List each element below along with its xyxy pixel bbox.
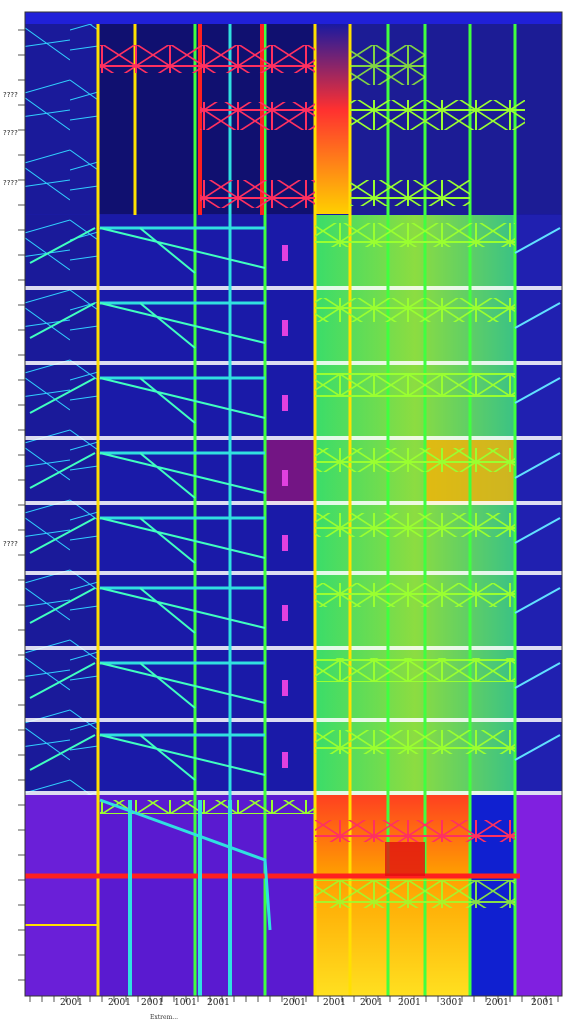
magenta-node: [282, 320, 288, 336]
diagonal-brace: [29, 227, 266, 274]
right-brace: [514, 452, 561, 479]
band-right: [515, 365, 562, 440]
band-left: [25, 215, 98, 290]
right-brace: [514, 302, 561, 329]
left-axis-label: ????: [3, 91, 18, 99]
band-left: [25, 290, 98, 365]
diagonal-brace: [29, 587, 266, 634]
band-separator: [25, 646, 562, 650]
green-truss-band: [315, 658, 515, 682]
green-truss-band: [315, 513, 515, 537]
band-right: [515, 650, 562, 722]
bottom-axis-label: 2001: [207, 998, 230, 1008]
green-truss-band: [315, 298, 515, 322]
right-brace: [514, 734, 561, 761]
bottom-axis-label: 2001: [60, 998, 83, 1008]
diagonal-brace: [29, 302, 266, 349]
green-truss-upper: [350, 100, 525, 130]
bottom-axis-label: 2001: [141, 998, 164, 1008]
region-upper-left: [25, 24, 98, 214]
right-brace: [514, 587, 561, 614]
diagonal-brace: [29, 377, 266, 424]
bottom-green-truss: [315, 880, 515, 908]
band-right: [515, 575, 562, 650]
green-truss-band: [315, 373, 515, 397]
bottom-axis-label: 2001: [360, 998, 383, 1008]
band-separator: [25, 361, 562, 365]
figure-caption: Extrem...: [150, 1014, 179, 1021]
band-left: [25, 722, 98, 795]
magenta-node: [282, 605, 288, 621]
band-separator: [25, 501, 562, 505]
green-truss-band: [315, 730, 515, 754]
bottom-axis-label: 2001: [486, 998, 509, 1008]
magenta-node: [282, 245, 288, 261]
band-left: [25, 365, 98, 440]
bottom-red-block: [385, 842, 425, 876]
bottom-axis-label: 3001: [440, 998, 463, 1008]
band-right: [515, 290, 562, 365]
bottom-left-violet: [25, 795, 98, 996]
diagonal-brace: [29, 734, 266, 781]
bottom-right-violet: [515, 795, 562, 996]
right-brace: [514, 662, 561, 689]
band-separator: [25, 436, 562, 440]
bottom-brace: [99, 798, 272, 931]
band-separator: [25, 571, 562, 575]
band-left: [25, 440, 98, 505]
band-left: [25, 575, 98, 650]
diagonal-brace: [29, 517, 266, 564]
diagonal-brace: [29, 662, 266, 709]
right-brace: [514, 227, 561, 254]
band-right: [515, 722, 562, 795]
band-separator: [25, 718, 562, 722]
band-right: [515, 215, 562, 290]
green-truss-band: [315, 223, 515, 247]
bottom-axis-label: 1001: [174, 998, 197, 1008]
bottom-axis-label: 2001: [398, 998, 421, 1008]
top-bar: [25, 12, 562, 24]
hot-column: [315, 24, 350, 214]
band-left: [25, 505, 98, 575]
red-truss-low: [200, 180, 315, 208]
left-axis-label: ????: [3, 540, 18, 548]
red-truss-mid: [200, 102, 315, 130]
band-right: [515, 440, 562, 505]
frame-border: [24, 11, 563, 997]
band-separator: [25, 791, 562, 795]
green-truss-band: [315, 583, 515, 607]
bottom-mid-violet: [98, 795, 315, 996]
green-truss-band: [315, 448, 515, 472]
pink-highlight: [265, 440, 315, 505]
band-left: [25, 650, 98, 722]
bottom-axis-label: 2001: [108, 998, 131, 1008]
band-separator: [25, 286, 562, 290]
magenta-node: [282, 470, 288, 486]
bottom-axis-label: 2001: [531, 998, 554, 1008]
magenta-node: [282, 395, 288, 411]
band-right: [515, 505, 562, 575]
magenta-node: [282, 535, 288, 551]
green-truss-top: [350, 45, 425, 85]
right-brace: [514, 517, 561, 544]
magenta-node: [282, 752, 288, 768]
right-brace: [514, 377, 561, 404]
red-truss-top: [100, 45, 315, 73]
bottom-axis-label: 2001: [323, 998, 346, 1008]
green-truss-lower: [350, 180, 470, 206]
bottom-axis-label: 2001: [283, 998, 306, 1008]
bottom-red-truss: [315, 820, 515, 842]
left-axis-label: ????: [3, 179, 18, 187]
magenta-node: [282, 680, 288, 696]
bottom-truss-top: [100, 800, 315, 814]
left-axis-label: ????: [3, 129, 18, 137]
diagonal-brace: [29, 452, 266, 499]
